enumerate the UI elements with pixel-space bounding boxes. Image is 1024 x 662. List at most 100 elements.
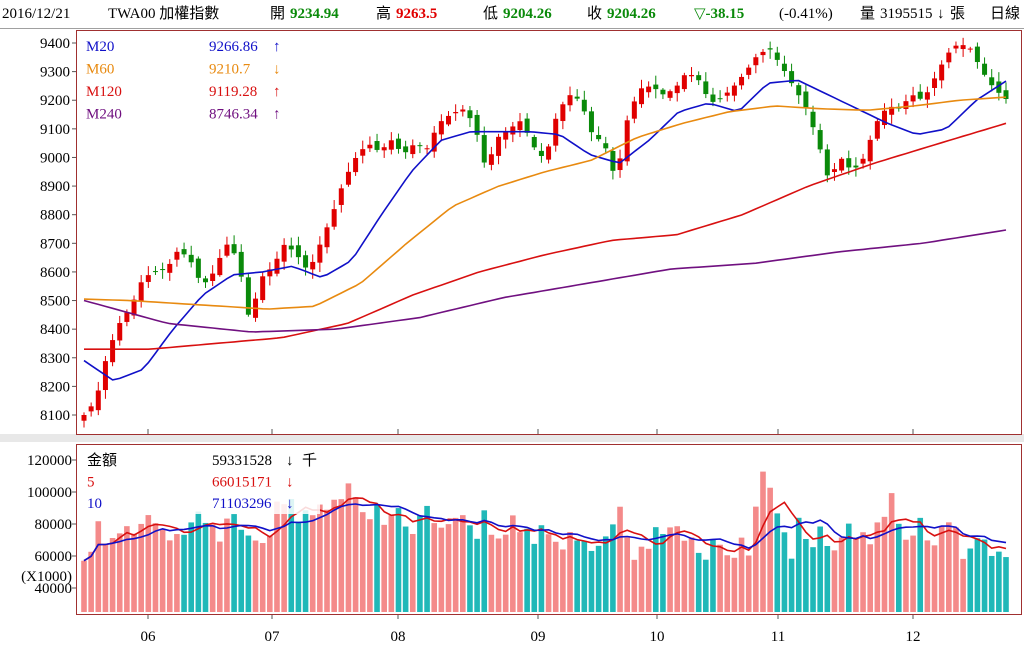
volume-bar [481,510,488,612]
price-legend-box [80,33,287,123]
candle-body [960,45,966,50]
volume-bar [717,544,723,612]
candle-body [939,64,945,81]
volume-bar [567,532,573,612]
volume-bar [338,499,345,612]
volume-bar [724,555,731,612]
candle-body [438,121,444,135]
candle-body [524,118,530,133]
volume-bar [345,483,352,612]
volume-bar [474,538,480,612]
candle-body [924,92,930,100]
candle-body [446,115,452,125]
volume-bar [974,538,981,612]
volume-bar [738,537,745,612]
candle-body [431,132,437,152]
high-label: 高 [376,6,392,22]
candle-body [381,147,387,151]
volume-bar [424,505,430,612]
volume-bar [581,540,588,612]
volume-bar [252,540,259,612]
candle-body [403,146,409,153]
candle-body [846,158,852,168]
candle-body [295,245,301,258]
price-tick-label: 8400 [40,322,70,338]
candle-body [288,245,294,250]
volume-bar [224,518,230,612]
candle-body [739,76,745,86]
legends: M20 9266.86 ↑ M60 9210.7 ↓ M120 9119.28 ↑ M240 874… [80,33,320,514]
candle-body [131,299,137,316]
volume-bar [953,527,959,612]
price-tick-label: 9300 [40,65,70,81]
candle-body [717,98,723,100]
legend-arrow-icon: ↑ [273,84,281,100]
candle-body [238,251,244,277]
volume-bar [781,532,788,612]
volume-bar [295,521,302,612]
candle-body [767,48,773,50]
candle-body [789,71,795,84]
volume-bar [795,517,802,612]
volume-bar [1003,557,1009,612]
volume-bar [946,522,952,612]
candle-body [274,258,280,274]
candle-body [410,145,416,155]
candle-body [874,121,880,139]
volume-bar [302,510,309,612]
month-label: 10 [650,629,665,645]
volume-bar [259,543,266,612]
candle-body [810,111,816,128]
volume-bar [810,547,816,612]
candle-body [374,141,380,150]
volume-bar [731,557,738,612]
volume-bar [803,538,809,612]
candle-body [889,106,895,115]
candle-body [95,390,101,411]
volume-legend-value: 59331528 [212,453,272,469]
volume-bar [774,513,781,612]
close-value: 9204.26 [607,6,656,22]
volume-bar [317,504,323,612]
candle-body [181,249,187,255]
volume-plot-area [81,471,1009,612]
candle-body [853,165,859,168]
volume-bar [281,504,287,612]
open-label: 開 [270,6,286,22]
symbol-label: TWA00 加權指數 [108,6,220,22]
candle-body [467,110,473,119]
change-percent: (-0.41%) [779,6,833,22]
candle-body [867,139,873,162]
candle-body [781,63,787,72]
price-tick-label: 8800 [40,208,70,224]
legend-name-m60: M60 [86,62,114,78]
volume-bar [881,516,888,612]
volume-bar [517,532,523,612]
month-label: 06 [141,629,157,645]
volume-bar [924,540,931,612]
candle-body [982,63,988,75]
volume-bar [667,527,673,612]
candle-body [88,406,94,412]
legend-arrow-icon: ↑ [273,107,281,123]
volume-bar [274,501,280,612]
volume-bar [102,544,109,612]
candle-body [188,254,194,263]
volume-bar [931,545,938,612]
candle-body [967,48,973,50]
volume-bar [367,519,373,612]
volume-bar [910,535,916,612]
candle-body [574,96,580,99]
volume-bar [595,545,602,612]
volume-bar [395,508,402,612]
price-tick-label: 9400 [40,36,70,52]
candle-body [538,150,544,156]
volume-bar [588,550,595,612]
volume-bar [231,514,237,612]
volume-tick-label: 60000 [35,549,73,565]
candle-body [803,91,809,109]
volume-bar [452,517,459,612]
volume-bar [745,555,752,612]
volume-bar [138,523,144,612]
volume-legend-arrow-icon: ↓ [286,475,294,491]
